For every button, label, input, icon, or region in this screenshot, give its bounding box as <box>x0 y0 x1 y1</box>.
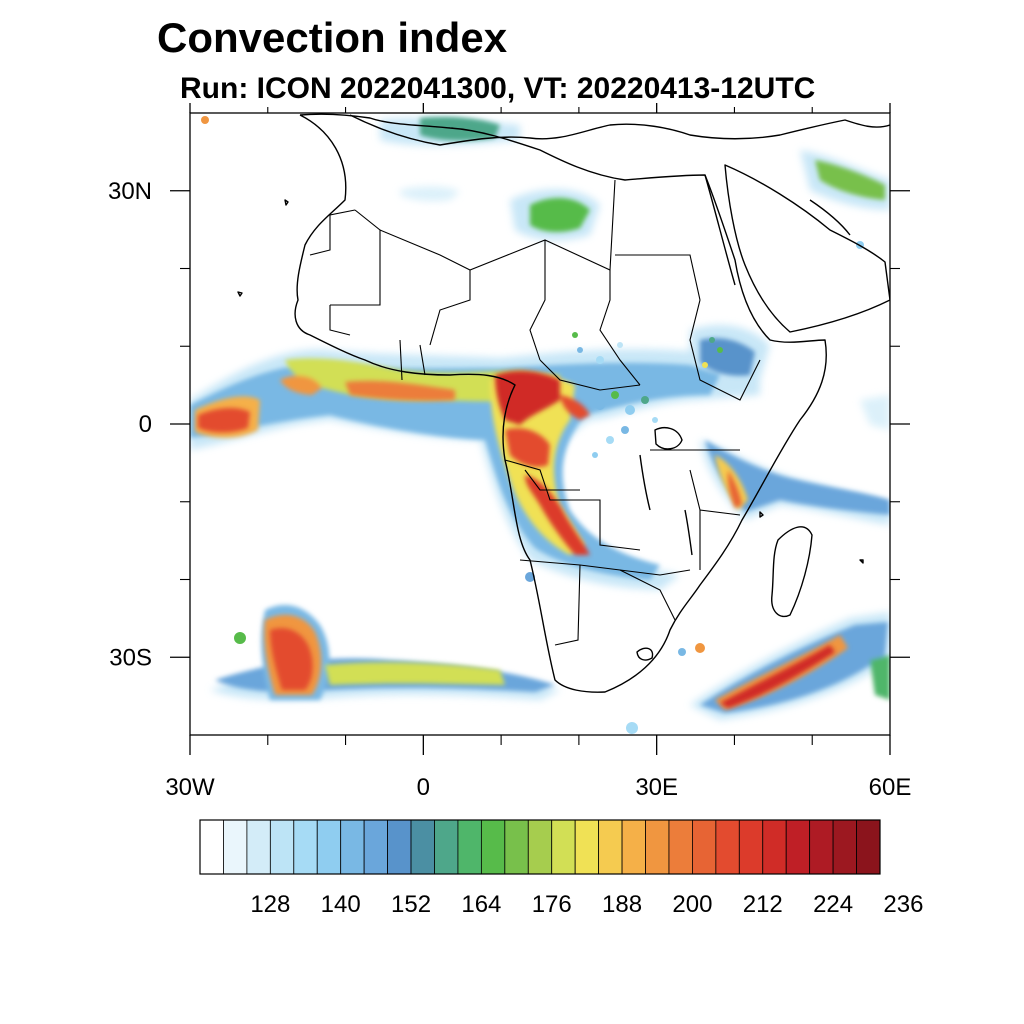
y-tick-label: 30N <box>108 178 152 205</box>
colorbar-swatch <box>645 819 670 875</box>
colorbar-label: 152 <box>391 891 431 918</box>
colorbar-swatch <box>527 819 553 875</box>
colorbar-swatch <box>551 819 576 875</box>
colorbar-swatch <box>668 819 693 875</box>
colorbar-label: 164 <box>461 891 501 918</box>
y-tick-label: 30S <box>109 644 152 671</box>
y-tick-label: 0 <box>139 411 152 438</box>
colorbar-swatch <box>738 819 764 875</box>
colorbar-swatch <box>574 819 600 875</box>
colorbar-swatch <box>856 819 881 875</box>
colorbar-swatch <box>762 819 787 875</box>
colorbar-swatch <box>387 819 412 875</box>
colorbar-label: 188 <box>602 891 642 918</box>
colorbar-label: 140 <box>321 891 361 918</box>
colorbar-swatch <box>715 819 740 875</box>
colorbar-swatch <box>223 819 248 875</box>
colorbar-swatch <box>480 819 506 875</box>
colorbar-swatch <box>434 819 459 875</box>
colorbar-label: 200 <box>672 891 712 918</box>
colorbar-swatch <box>504 819 529 875</box>
colorbar-swatch <box>598 819 623 875</box>
colorbar-swatch <box>199 819 224 875</box>
colorbar: 128 140 152 164 176 188 200 212 224 236 <box>199 819 923 918</box>
coastlines <box>237 113 890 693</box>
colorbar-swatch <box>269 819 295 875</box>
colorbar-swatch <box>692 819 717 875</box>
colorbar-label: 212 <box>743 891 783 918</box>
colorbar-swatch <box>340 819 365 875</box>
x-tick-label: 30E <box>635 774 678 801</box>
plot-title: Convection index <box>157 14 508 61</box>
colorbar-swatch <box>457 819 482 875</box>
colorbar-swatch <box>316 819 342 875</box>
convection-field <box>190 116 890 734</box>
map-axes: 30W 0 30E 60E 30N 0 30S <box>108 103 911 801</box>
colorbar-swatch <box>832 819 857 875</box>
x-tick-label: 0 <box>417 774 430 801</box>
colorbar-swatch <box>809 819 834 875</box>
colorbar-label: 224 <box>813 891 853 918</box>
colorbar-label: 236 <box>883 891 923 918</box>
colorbar-swatch <box>785 819 811 875</box>
colorbar-label: 176 <box>532 891 572 918</box>
x-tick-label: 60E <box>869 774 912 801</box>
colorbar-swatch <box>293 819 318 875</box>
plot-subtitle: Run: ICON 2022041300, VT: 20220413-12UTC <box>180 72 816 105</box>
x-tick-label: 30W <box>165 774 215 801</box>
colorbar-swatch <box>246 819 271 875</box>
colorbar-frame <box>199 819 881 875</box>
colorbar-swatch <box>410 819 435 875</box>
colorbar-label: 128 <box>250 891 290 918</box>
colorbar-swatch <box>363 819 388 875</box>
country-borders <box>309 179 761 646</box>
scattered-cells <box>201 116 864 734</box>
colorbar-swatch <box>621 819 646 875</box>
